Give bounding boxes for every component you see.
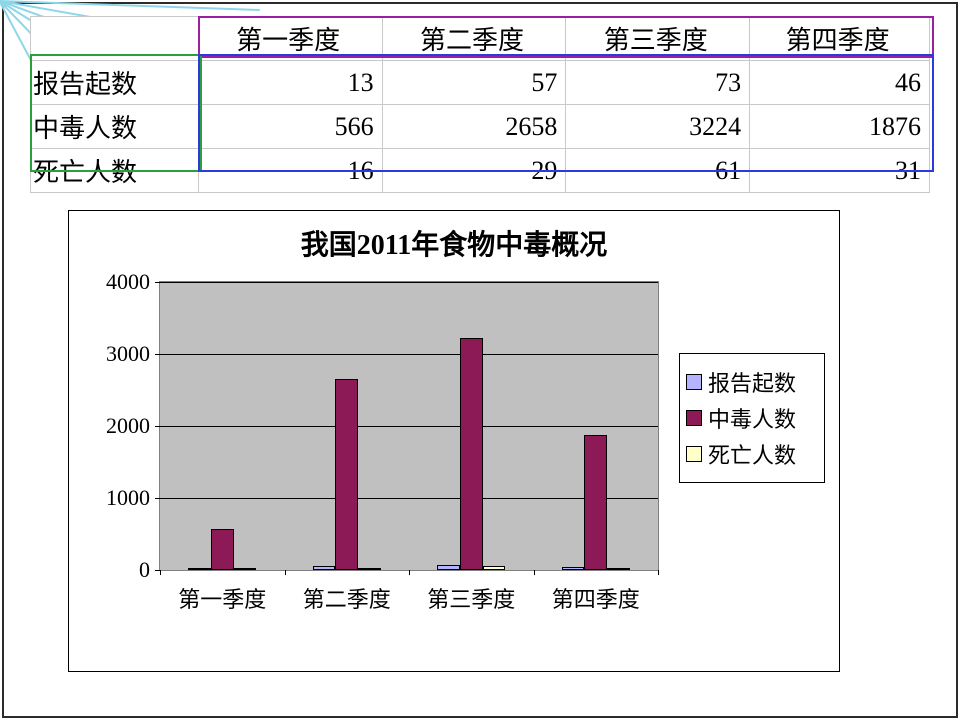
chart-xtick-mark	[160, 570, 161, 575]
table-cell: 13	[198, 61, 382, 105]
chart-bar	[234, 568, 257, 570]
table-cell: 46	[750, 61, 930, 105]
legend-label: 死亡人数	[708, 438, 796, 470]
table-row-header: 死亡人数	[31, 149, 199, 193]
legend-item: 报告起数	[686, 366, 818, 398]
chart-xtick-mark	[409, 570, 410, 575]
chart-legend: 报告起数中毒人数死亡人数	[679, 353, 825, 483]
chart-ytick-label: 1000	[106, 485, 150, 511]
chart-bar	[483, 566, 506, 570]
chart-ytick-mark	[155, 354, 160, 355]
chart-ytick-label: 4000	[106, 269, 150, 295]
table-row: 死亡人数16296131	[31, 149, 930, 193]
data-table: 第一季度第二季度第三季度第四季度 报告起数13577346中毒人数5662658…	[30, 16, 930, 193]
legend-swatch	[686, 446, 702, 462]
table-row: 中毒人数566265832241876	[31, 105, 930, 149]
table-cell: 2658	[382, 105, 566, 149]
chart-bar	[584, 435, 607, 570]
chart-bar	[335, 379, 358, 570]
table-column-header: 第三季度	[566, 17, 750, 61]
chart-bar	[607, 568, 630, 570]
chart-ytick-label: 0	[139, 557, 150, 583]
chart-ytick-label: 3000	[106, 341, 150, 367]
chart-gridline	[160, 426, 658, 427]
chart-xtick-label: 第二季度	[303, 582, 391, 614]
chart-bar	[460, 338, 483, 570]
legend-item: 死亡人数	[686, 438, 818, 470]
chart-gridline	[160, 354, 658, 355]
table-cell: 61	[566, 149, 750, 193]
legend-swatch	[686, 410, 702, 426]
table-column-header: 第一季度	[198, 17, 382, 61]
chart-xtick-mark	[285, 570, 286, 575]
chart-bar	[358, 568, 381, 570]
chart-xtick-label: 第一季度	[178, 582, 266, 614]
table-column-header: 第四季度	[750, 17, 930, 61]
table-cell: 16	[198, 149, 382, 193]
table-row-header: 中毒人数	[31, 105, 199, 149]
chart-xtick-mark	[658, 570, 659, 575]
table-corner-cell	[31, 17, 199, 61]
chart-ytick-label: 2000	[106, 413, 150, 439]
chart-gridline	[160, 282, 658, 283]
chart-xtick-mark	[534, 570, 535, 575]
chart-xtick-label: 第三季度	[427, 582, 515, 614]
table-column-header: 第二季度	[382, 17, 566, 61]
chart-bar	[211, 529, 234, 570]
table-cell: 29	[382, 149, 566, 193]
chart-bar	[437, 565, 460, 570]
table-cell: 31	[750, 149, 930, 193]
chart-ytick-mark	[155, 282, 160, 283]
table-row: 报告起数13577346	[31, 61, 930, 105]
table-cell: 566	[198, 105, 382, 149]
chart-title: 我国2011年食物中毒概况	[69, 223, 839, 263]
decor-ray	[0, 0, 260, 11]
table-cell: 1876	[750, 105, 930, 149]
data-table-container: 第一季度第二季度第三季度第四季度 报告起数13577346中毒人数5662658…	[30, 16, 930, 193]
legend-label: 报告起数	[708, 366, 796, 398]
legend-label: 中毒人数	[708, 402, 796, 434]
chart-bar	[313, 566, 336, 570]
legend-item: 中毒人数	[686, 402, 818, 434]
table-header-row: 第一季度第二季度第三季度第四季度	[31, 17, 930, 61]
chart-xtick-label: 第四季度	[552, 582, 640, 614]
legend-swatch	[686, 374, 702, 390]
chart-ytick-mark	[155, 426, 160, 427]
chart-bar	[188, 568, 211, 570]
table-cell: 57	[382, 61, 566, 105]
chart-frame: 我国2011年食物中毒概况 01000200030004000第一季度第二季度第…	[68, 210, 840, 672]
chart-ytick-mark	[155, 498, 160, 499]
chart-plot-area: 01000200030004000第一季度第二季度第三季度第四季度	[159, 281, 659, 571]
chart-bar	[562, 567, 585, 570]
table-cell: 73	[566, 61, 750, 105]
chart-gridline	[160, 498, 658, 499]
table-row-header: 报告起数	[31, 61, 199, 105]
table-cell: 3224	[566, 105, 750, 149]
